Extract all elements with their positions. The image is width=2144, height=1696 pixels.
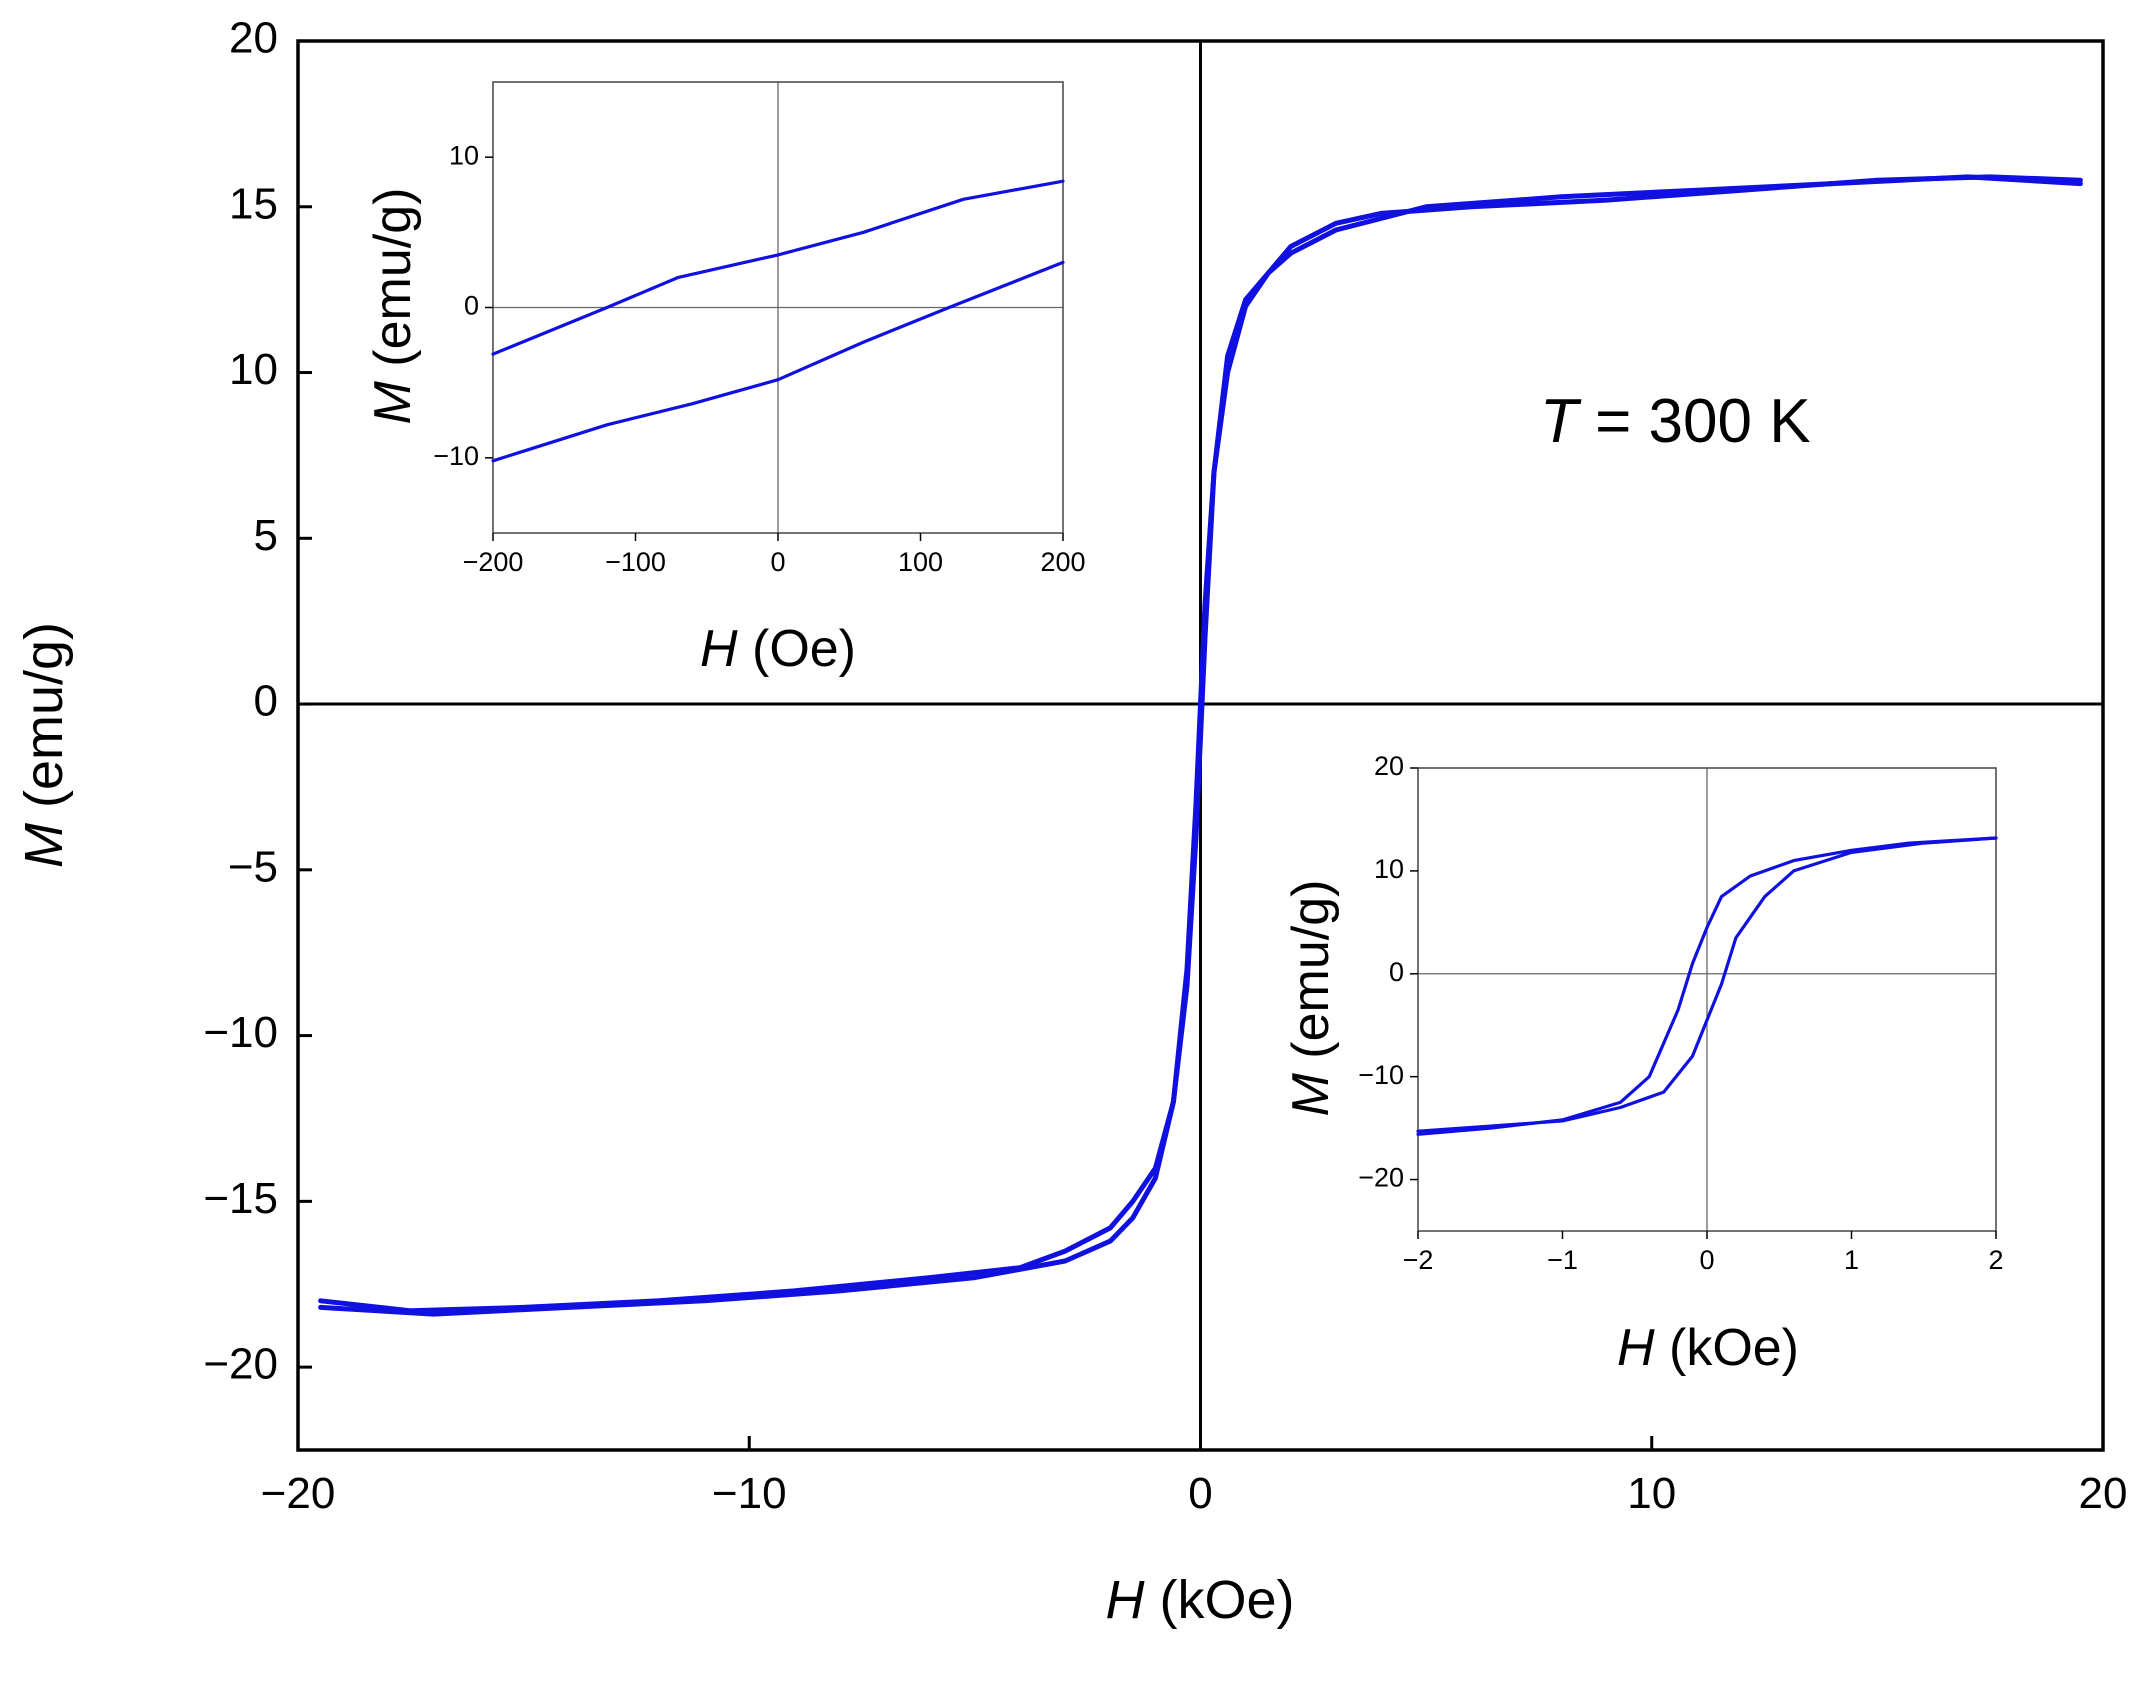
main-y-tick-labels: −20 −15 −10 −5 0 5 10 15 20 — [203, 14, 278, 1389]
inset-mid-field-series-group — [1416, 836, 1998, 1136]
main-y-tick-label: 0 — [254, 677, 278, 726]
main-y-tick-label: 20 — [229, 14, 278, 63]
main-y-tick-label: 5 — [254, 511, 278, 560]
main-y-axis-label-var: M — [14, 823, 74, 868]
main-y-tick-label: 10 — [229, 345, 278, 394]
inset-mid-field-x-axis-label: H (kOe) — [1617, 1319, 1799, 1377]
temperature-annotation: T = 300 K — [1540, 387, 1811, 456]
inset2-y-tick-label: −10 — [1358, 1060, 1404, 1090]
inset-mid-field-x-axis-label-var: H — [1617, 1319, 1655, 1377]
main-x-tick-label: −20 — [261, 1469, 336, 1518]
inset-mid-field-x-axis-label-unit: (kOe) — [1669, 1319, 1799, 1377]
inset1-x-tick-label: 200 — [1040, 547, 1085, 577]
main-series-line-2 — [318, 174, 2083, 1314]
main-x-tick-label: −10 — [712, 1469, 787, 1518]
inset1-y-tick-label: −10 — [433, 441, 479, 471]
inset2-x-tick-label: 2 — [1988, 1245, 2003, 1275]
inset2-y-tick-label: 20 — [1374, 751, 1404, 781]
temperature-annotation-var: T — [1540, 387, 1582, 456]
inset2-x-tick-label: 1 — [1844, 1245, 1859, 1275]
inset-low-field-y-axis-label-unit: (emu/g) — [364, 188, 422, 367]
inset2-x-tick-label: 0 — [1699, 1245, 1714, 1275]
main-x-tick-labels: −20 −10 0 10 20 — [261, 1469, 2128, 1518]
main-y-tick-label: −20 — [203, 1340, 278, 1389]
inset-mid-field-x-axis-label-space — [1655, 1319, 1669, 1377]
inset-low-field-tick-marks — [485, 156, 1064, 541]
inset-mid-field-y-tick-labels: −20 −10 0 10 20 — [1358, 751, 1404, 1193]
main-y-tick-label: −10 — [203, 1008, 278, 1057]
inset-low-field-y-tick-labels: −10 0 10 — [433, 140, 479, 471]
inset-mid-field-zero-lines — [1418, 768, 1996, 1231]
main-series-group — [318, 174, 2083, 1317]
main-x-tick-label: 20 — [2079, 1469, 2128, 1518]
inset-low-field-x-axis-label-unit: (Oe) — [752, 620, 856, 678]
main-x-tick-label: 10 — [1627, 1469, 1676, 1518]
inset-mid-field-y-axis-label: M (emu/g) — [1282, 880, 1340, 1117]
main-tick-marks — [296, 39, 2105, 1450]
main-y-axis-label-space — [14, 808, 74, 823]
inset-mid-field-y-axis-label-unit: (emu/g) — [1282, 880, 1340, 1059]
main-y-axis-label-unit: (emu/g) — [14, 622, 74, 808]
main-y-tick-label: −5 — [228, 842, 278, 891]
inset1-x-tick-label: 0 — [770, 547, 785, 577]
inset2-series-line-1 — [1416, 836, 1998, 1136]
inset-low-field-x-axis-label-var: H — [700, 620, 738, 678]
inset1-x-tick-label: −100 — [605, 547, 666, 577]
inset1-series-line-2 — [491, 260, 1065, 463]
inset2-y-tick-label: 0 — [1389, 957, 1404, 987]
inset1-x-tick-label: 100 — [898, 547, 943, 577]
main-y-tick-label: 15 — [229, 179, 278, 228]
main-x-tick-label: 0 — [1188, 1469, 1212, 1518]
inset1-series-line-1 — [491, 179, 1065, 356]
inset-low-field-zero-lines — [493, 82, 1063, 533]
inset-mid-field-y-axis-label-space — [1282, 1059, 1340, 1073]
inset-low-field-x-axis-label-space — [738, 620, 752, 678]
main-y-axis-label: M (emu/g) — [14, 622, 74, 868]
main-x-axis-label-unit: (kOe) — [1160, 1570, 1295, 1630]
inset-low-field-y-axis-label: M (emu/g) — [364, 188, 422, 425]
inset2-x-tick-label: −2 — [1403, 1245, 1434, 1275]
temperature-annotation-value: = 300 K — [1578, 387, 1811, 456]
main-x-axis-label: H (kOe) — [1105, 1570, 1294, 1630]
inset-mid-field-y-axis-label-var: M — [1282, 1072, 1340, 1116]
main-x-axis-label-space — [1144, 1570, 1159, 1630]
inset-low-field-series-group — [491, 179, 1065, 463]
inset2-series-line-2 — [1416, 836, 1998, 1133]
inset2-y-tick-label: −20 — [1358, 1163, 1404, 1193]
inset-low-field-x-tick-labels: −200 −100 0 100 200 — [463, 547, 1086, 577]
inset-low-field-y-axis-label-space — [364, 367, 422, 381]
inset2-x-tick-label: −1 — [1547, 1245, 1578, 1275]
inset1-y-tick-label: 10 — [449, 140, 479, 170]
main-y-tick-label: −15 — [203, 1174, 278, 1223]
inset1-y-tick-label: 0 — [464, 291, 479, 321]
main-x-axis-label-var: H — [1105, 1570, 1145, 1630]
inset-low-field-y-axis-label-var: M — [364, 380, 422, 424]
inset2-y-tick-label: 10 — [1374, 854, 1404, 884]
inset-mid-field-x-tick-labels: −2 −1 0 1 2 — [1403, 1245, 2004, 1275]
inset1-x-tick-label: −200 — [463, 547, 524, 577]
inset-low-field-x-axis-label: H (Oe) — [700, 620, 856, 678]
inset-mid-field-tick-marks — [1410, 767, 1997, 1239]
